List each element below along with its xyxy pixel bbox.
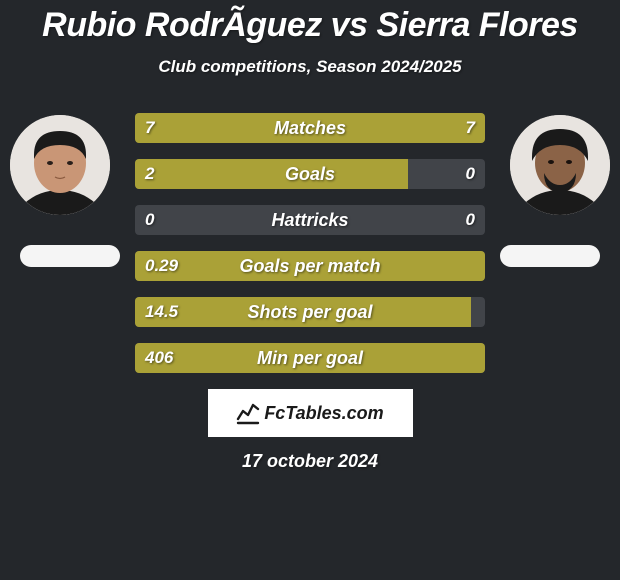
footer-date: 17 october 2024 — [0, 437, 620, 472]
stat-row: 406Min per goal — [135, 343, 485, 373]
stat-bar-left — [135, 113, 310, 143]
stat-bar-right — [310, 113, 485, 143]
player-left-club-pill — [20, 245, 120, 267]
stat-row: 7Matches7 — [135, 113, 485, 143]
stat-row: 14.5Shots per goal — [135, 297, 485, 327]
stat-bar-left — [135, 297, 471, 327]
stat-bar-left — [135, 159, 408, 189]
page-title: Rubio RodrÃ­guez vs Sierra Flores — [0, 0, 620, 57]
stat-bar-left — [135, 251, 485, 281]
stat-value-right: 0 — [466, 205, 475, 235]
stat-value-left: 0 — [145, 205, 154, 235]
player-right-club-pill — [500, 245, 600, 267]
stat-row: 0Hattricks0 — [135, 205, 485, 235]
brand-badge[interactable]: FcTables.com — [208, 389, 413, 437]
brand-text: FcTables.com — [264, 403, 383, 424]
stats-list: 7Matches72Goals00Hattricks00.29Goals per… — [135, 105, 485, 373]
stat-row: 2Goals0 — [135, 159, 485, 189]
player-right-avatar — [510, 115, 610, 215]
stat-value-right: 0 — [466, 159, 475, 189]
chart-icon — [236, 401, 260, 425]
player-left-avatar — [10, 115, 110, 215]
stat-bar-left — [135, 343, 485, 373]
content-area: 7Matches72Goals00Hattricks00.29Goals per… — [0, 105, 620, 373]
comparison-card: Rubio RodrÃ­guez vs Sierra Flores Club c… — [0, 0, 620, 472]
page-subtitle: Club competitions, Season 2024/2025 — [0, 57, 620, 105]
stat-row: 0.29Goals per match — [135, 251, 485, 281]
stat-label: Hattricks — [135, 205, 485, 235]
